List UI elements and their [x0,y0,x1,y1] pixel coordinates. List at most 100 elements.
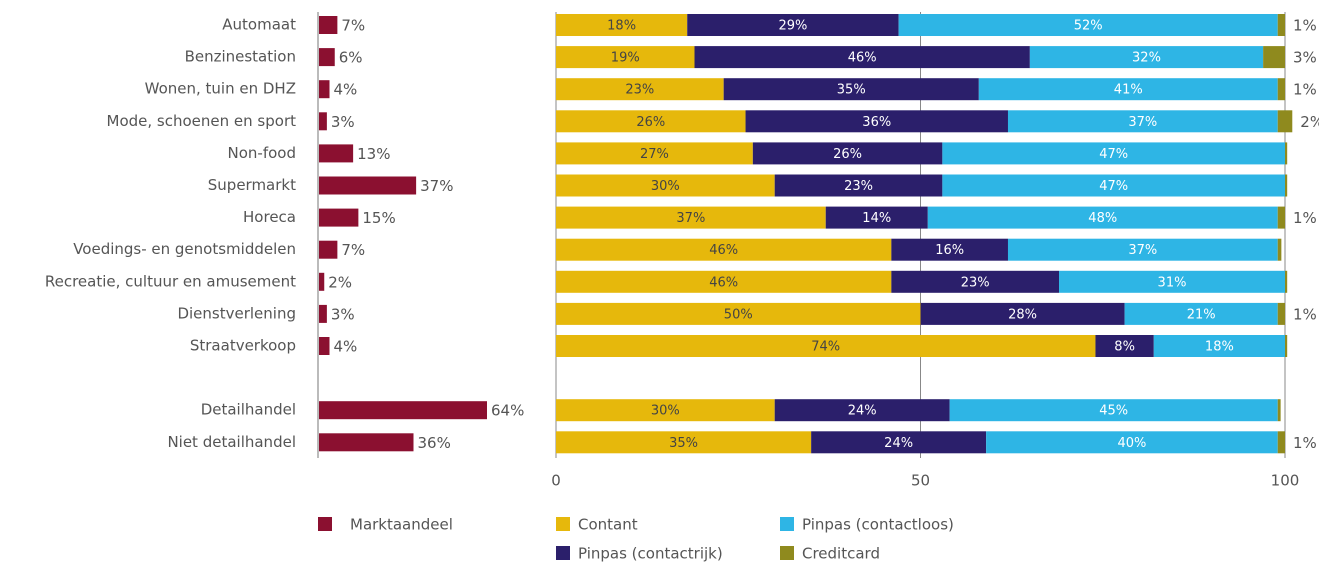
bar-segment [1285,335,1288,357]
bar-segment [898,14,1278,36]
bar-segment [556,14,688,36]
bar-segment [927,206,1278,229]
value-label: 2% [1300,113,1319,131]
bar-segment [556,110,746,133]
category-label: Benzinestation [185,48,296,66]
bar-segment [1007,110,1278,133]
category-label: Non-food [228,144,296,162]
bar-segment [1277,206,1285,229]
bar-segment [556,142,753,165]
value-label: 40% [1117,436,1146,451]
legend-label: Marktaandeel [350,516,453,534]
bar-segment [556,431,812,454]
value-label: 13% [357,145,390,163]
bar-segment [556,335,1096,357]
category-label: Recreatie, cultuur en amusement [45,272,296,290]
value-label: 7% [341,241,365,259]
value-label: 27% [640,147,669,162]
category-label: Mode, schoenen en sport [107,112,297,130]
bar-segment [687,14,899,36]
value-label: 32% [1132,51,1161,66]
bar-segment [556,206,826,229]
bar-segment [920,302,1125,325]
bar [319,144,354,163]
bar-segment [774,174,943,197]
legend-swatch [556,517,570,531]
category-label: Niet detailhandel [167,433,296,451]
category-label: Dienstverlening [177,304,296,322]
bar-segment [949,399,1278,422]
bar-segment [556,238,892,261]
value-label: 19% [611,51,640,66]
bar-segment [1263,46,1285,69]
bar-segment [1285,174,1288,197]
bar-segment [556,46,695,69]
bar-segment [825,206,928,229]
bar [319,240,338,259]
value-label: 30% [651,404,680,419]
x-tick-label: 50 [911,472,930,490]
category-label: Voedings- en genotsmiddelen [73,240,296,258]
value-label: 18% [1205,340,1234,355]
category-label: Automaat [222,16,296,34]
bar [319,48,335,67]
bar-segment [1285,142,1288,165]
value-label: 37% [420,177,453,195]
bar-segment [556,302,921,325]
bar-segment [694,46,1030,69]
value-label: 2% [328,273,352,291]
bar [319,272,325,291]
value-label: 16% [935,243,964,258]
value-label: 23% [625,83,654,98]
value-label: 4% [334,338,358,356]
value-label: 45% [1099,404,1128,419]
bar-segment [1277,302,1285,325]
value-label: 15% [362,209,395,227]
bar-segment [1277,78,1285,101]
value-label: 46% [709,275,738,290]
value-label: 36% [862,115,891,130]
value-label: 1% [1293,434,1317,452]
bar [319,16,338,34]
value-label: 46% [709,243,738,258]
value-label: 14% [862,211,891,226]
legend-label: Pinpas (contactrijk) [578,545,723,562]
bar-segment [774,399,950,422]
bar-segment [891,238,1008,261]
value-label: 48% [1088,211,1117,226]
value-label: 3% [331,113,355,131]
bar-segment [986,431,1278,454]
bar-segment [942,142,1285,165]
value-label: 24% [848,404,877,419]
value-label: 35% [837,83,866,98]
value-label: 23% [844,179,873,194]
category-label: Straatverkoop [190,337,296,355]
value-label: 18% [607,19,636,34]
bar-segment [745,110,1008,133]
bar-segment [811,431,987,454]
value-label: 8% [1114,340,1135,355]
value-label: 1% [1293,305,1317,323]
value-label: 26% [636,115,665,130]
bar-segment [556,174,775,197]
value-label: 31% [1158,275,1187,290]
value-label: 37% [1128,243,1157,258]
bar [319,176,417,195]
category-label: Horeca [243,208,296,226]
value-label: 7% [341,17,365,35]
bar-segment [1277,14,1285,36]
bar [319,80,330,99]
bar [319,401,487,420]
value-label: 3% [331,305,355,323]
bar-segment [1124,302,1278,325]
value-label: 23% [961,275,990,290]
value-label: 6% [339,49,363,67]
legend-swatch [318,517,332,531]
value-label: 37% [676,211,705,226]
value-label: 35% [669,436,698,451]
bar [319,304,327,323]
value-label: 47% [1099,147,1128,162]
bar-segment [1277,399,1281,422]
value-label: 41% [1114,83,1143,98]
